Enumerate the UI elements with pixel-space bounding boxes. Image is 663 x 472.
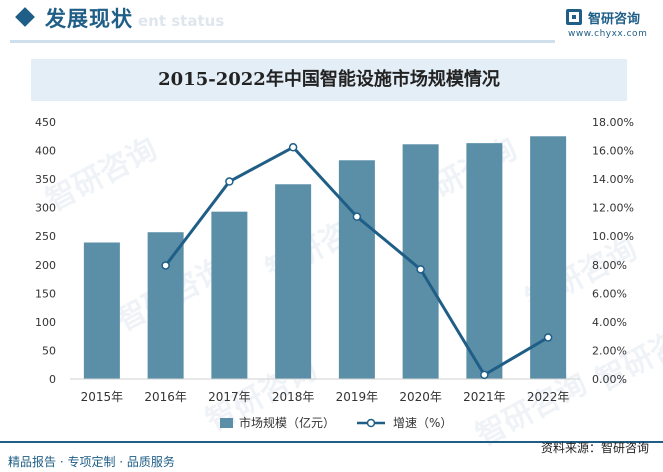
y-right-tick-label: 12.00%: [592, 202, 634, 215]
header-divider: [10, 40, 555, 43]
growth-point: [352, 212, 362, 221]
brand-logo: 智研咨询 www.chyxx.com: [566, 8, 658, 42]
growth-point: [288, 143, 298, 152]
bar: [530, 136, 567, 379]
logo-icon: [566, 9, 582, 25]
y-left-tick-label: 150: [35, 287, 56, 300]
section-header: ent status 发展现状 智研咨询 www.chyxx.com: [0, 0, 663, 44]
x-tick-label: 2015年: [81, 390, 124, 404]
y-right-tick-label: 10.00%: [592, 230, 634, 243]
y-right-tick-label: 2.00%: [592, 344, 627, 357]
combo-chart: 0 50 100 150 200 250 300 350 400 450 0.00% 2.00% 4.0…: [35, 116, 634, 430]
y-right-tick-label: 0.00%: [592, 373, 627, 386]
y-right-tick-label: 14.00%: [592, 173, 634, 186]
diamond-icon: [15, 7, 35, 27]
x-tick-label: 2018年: [272, 390, 315, 404]
x-tick-label: 2020年: [399, 390, 442, 404]
legend-swatch-bar: [220, 418, 233, 428]
x-tick-label: 2017年: [208, 390, 251, 404]
x-tick-label: 2019年: [336, 390, 379, 404]
growth-point: [416, 265, 425, 274]
bar: [402, 144, 439, 379]
y-left-tick-label: 450: [35, 116, 56, 129]
growth-point: [161, 261, 170, 270]
y-left-tick-label: 100: [35, 316, 56, 329]
y-left-tick-label: 0: [49, 373, 56, 386]
growth-point: [543, 333, 553, 342]
y-left-tick-label: 300: [35, 202, 56, 215]
legend-marker-line: [366, 418, 376, 428]
footer-divider: [0, 441, 663, 443]
y-left-tick-label: 50: [42, 344, 56, 357]
y-left-tick-label: 350: [35, 173, 56, 186]
y-left-tick-label: 400: [35, 145, 56, 158]
logo-url: www.chyxx.com: [568, 29, 648, 39]
bar: [338, 160, 375, 379]
y-right-tick-label: 16.00%: [592, 145, 634, 158]
bar: [83, 242, 120, 379]
chart-title-band: 2015-2022年中国智能设施市场规模情况: [31, 59, 627, 101]
growth-point: [480, 370, 489, 380]
x-tick-label: 2022年: [527, 390, 570, 404]
x-tick-label: 2021年: [463, 390, 506, 404]
x-tick-label: 2016年: [144, 390, 187, 404]
y-right-tick-label: 8.00%: [592, 259, 627, 272]
footer-source: 资料来源：智研咨询: [540, 441, 649, 455]
y-right-tick-label: 4.00%: [592, 316, 627, 329]
growth-point: [225, 177, 234, 186]
y-left-tick-label: 250: [35, 230, 56, 243]
footer-slogan: 精品报告 · 专项定制 · 品质服务: [8, 455, 175, 469]
chart-title: 2015-2022年中国智能设施市场规模情况: [158, 69, 500, 90]
y-right-tick-label: 6.00%: [592, 287, 627, 300]
y-right-tick-label: 18.00%: [592, 116, 634, 129]
section-title: 发展现状: [45, 7, 133, 31]
bar: [211, 211, 248, 379]
bar: [466, 143, 503, 379]
bar: [275, 184, 312, 379]
legend-label-bar: 市场规模（亿元）: [239, 415, 335, 430]
section-subtitle: ent status: [138, 12, 225, 30]
bar: [147, 232, 184, 379]
legend-label-line: 增速（%）: [393, 416, 452, 430]
logo-name: 智研咨询: [588, 12, 641, 27]
y-left-tick-label: 200: [35, 259, 56, 272]
